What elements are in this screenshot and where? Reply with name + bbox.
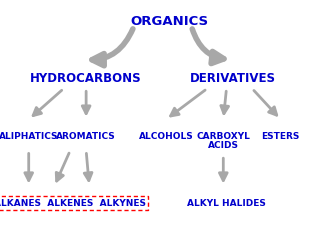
Text: ORGANICS: ORGANICS <box>130 15 208 28</box>
Text: ESTERS: ESTERS <box>262 132 300 141</box>
Text: ALKYL HALIDES: ALKYL HALIDES <box>187 199 266 208</box>
Text: ALCOHOLS: ALCOHOLS <box>138 132 193 141</box>
Text: HYDROCARBONS: HYDROCARBONS <box>30 72 142 85</box>
Text: DERIVATIVES: DERIVATIVES <box>190 72 276 85</box>
Text: CARBOXYL
ACIDS: CARBOXYL ACIDS <box>197 132 250 150</box>
Text: AROMATICS: AROMATICS <box>56 132 116 141</box>
Text: ALIPHATICS: ALIPHATICS <box>0 132 58 141</box>
Text: ALKANES  ALKENES  ALKYNES: ALKANES ALKENES ALKYNES <box>0 199 146 208</box>
